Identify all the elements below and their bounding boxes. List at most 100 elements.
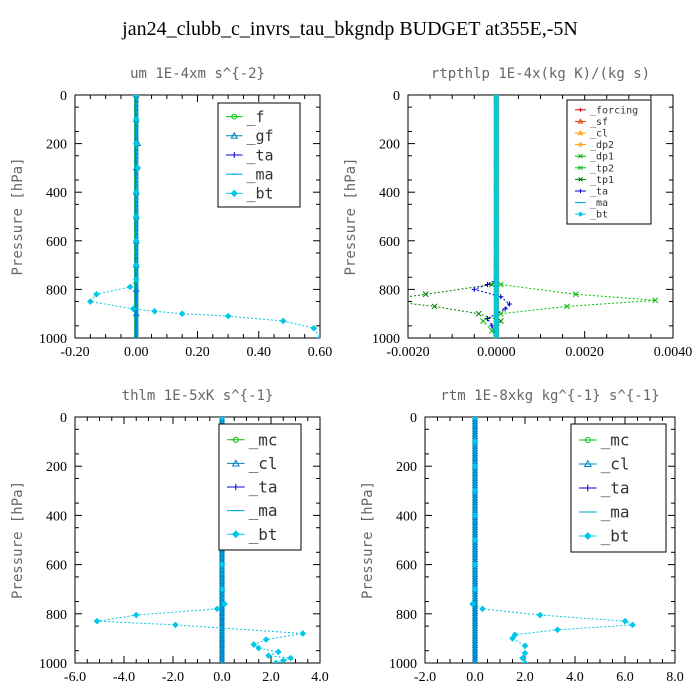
- data-point: [132, 237, 140, 245]
- y-tick-label: 800: [379, 283, 400, 298]
- data-point: [172, 621, 179, 629]
- series-line: [482, 95, 656, 338]
- y-axis-label: Pressure [hPa]: [10, 157, 26, 275]
- data-point: [480, 318, 487, 324]
- legend-item: _ma: [227, 501, 278, 520]
- data-point: [132, 188, 140, 196]
- series-line: [408, 95, 502, 338]
- legend-item: _forcing: [575, 105, 638, 116]
- x-tick-label: 0.0040: [654, 345, 693, 360]
- y-tick-label: 1000: [389, 657, 417, 672]
- data-point: [572, 291, 579, 298]
- legend-label: _ma: [601, 503, 630, 522]
- y-axis-label: Pressure [hPa]: [343, 157, 359, 275]
- data-point: [471, 417, 479, 421]
- y-tick-label: 600: [379, 235, 400, 250]
- data-point: [497, 281, 504, 288]
- series-layer: [469, 417, 636, 663]
- y-axis-label: Pressure [hPa]: [360, 481, 376, 599]
- legend-label: _tp2: [590, 163, 614, 174]
- data-point: [310, 324, 318, 332]
- legend-item: _ta: [575, 187, 608, 198]
- legend-label: _tp1: [590, 175, 614, 186]
- data-point: [218, 417, 226, 421]
- legend-label: _gf: [247, 127, 274, 145]
- data-point: [497, 318, 504, 324]
- legend-label: _ma: [249, 501, 278, 520]
- legend-item: _ma: [226, 165, 274, 183]
- y-tick-label: 200: [46, 138, 67, 153]
- legend: _f_gf_ta_ma _bt: [217, 102, 301, 208]
- data-point: [536, 611, 544, 619]
- legend-label: _ma: [590, 198, 608, 209]
- y-tick-label: 400: [46, 186, 67, 201]
- data-point: [509, 635, 516, 642]
- data-point: [275, 648, 282, 656]
- data-point: [87, 298, 94, 305]
- x-tick-label: 4.0: [311, 670, 329, 685]
- y-tick-label: 800: [46, 283, 67, 298]
- x-tick-label: 8.0: [666, 670, 684, 685]
- legend-label: _f: [247, 108, 265, 126]
- data-point: [471, 585, 479, 593]
- data-point: [484, 315, 491, 322]
- data-point: [506, 301, 513, 307]
- legend-item: _dp1: [575, 152, 614, 163]
- data-point: [299, 630, 307, 637]
- data-point: [272, 659, 280, 663]
- y-tick-label: 200: [379, 138, 400, 153]
- data-point: [132, 115, 140, 123]
- legend-label: _sf: [590, 117, 608, 128]
- data-point: [471, 561, 479, 568]
- legend-item: _gf: [226, 127, 274, 145]
- data-point: [134, 164, 142, 172]
- data-point: [521, 649, 529, 657]
- series-markers: [493, 95, 500, 338]
- data-point: [471, 286, 477, 292]
- y-axis-label: Pressure [hPa]: [10, 481, 26, 599]
- legend-item: _bt: [227, 525, 278, 544]
- data-point: [93, 617, 101, 625]
- series-line: [96, 417, 303, 663]
- y-tick-label: 0: [60, 89, 67, 104]
- series-markers: [471, 95, 513, 338]
- legend-item: _ta: [579, 479, 630, 498]
- legend-item: _cl: [575, 129, 608, 140]
- panel-title: thlm 1E-5xK s^{-1}: [122, 388, 274, 404]
- data-point: [129, 305, 137, 313]
- data-point: [519, 654, 526, 662]
- legend-item: _sf: [575, 117, 608, 128]
- series-markers: [93, 417, 307, 663]
- legend-label: _bt: [601, 527, 630, 546]
- legend-label: _mc: [249, 430, 278, 449]
- panel-title: um 1E-4xm s^{-2}: [130, 66, 265, 82]
- legend-label: _bt: [590, 210, 608, 221]
- y-tick-label: 800: [396, 608, 417, 623]
- data-point: [471, 536, 479, 544]
- legend-item: _cl: [579, 455, 630, 474]
- panel-title: rtpthlp 1E-4x(kg K)/(kg s): [431, 66, 650, 82]
- data-point: [422, 291, 429, 298]
- data-point: [250, 641, 258, 648]
- x-tick-label: 0.20: [185, 345, 210, 360]
- legend-label: _forcing: [590, 105, 638, 116]
- series-markers: [469, 417, 636, 663]
- series-line: [472, 95, 511, 338]
- data-point: [471, 487, 479, 495]
- x-tick-label: 0.0000: [477, 345, 516, 360]
- x-tick-label: 2.0: [262, 670, 280, 685]
- y-tick-label: 600: [46, 559, 67, 574]
- data-point: [132, 611, 140, 619]
- data-point: [151, 307, 158, 315]
- legend-label: _ta: [590, 187, 608, 198]
- data-point: [132, 276, 140, 283]
- data-point: [479, 605, 486, 613]
- data-point: [488, 327, 495, 334]
- y-tick-label: 400: [379, 186, 400, 201]
- data-point: [502, 306, 508, 312]
- data-point: [629, 621, 636, 629]
- y-tick-label: 0: [410, 411, 417, 426]
- legend-item: _f: [226, 108, 265, 126]
- legend-item: _bt: [579, 527, 630, 546]
- legend: _mc _cl _ta _ma _bt: [570, 423, 667, 553]
